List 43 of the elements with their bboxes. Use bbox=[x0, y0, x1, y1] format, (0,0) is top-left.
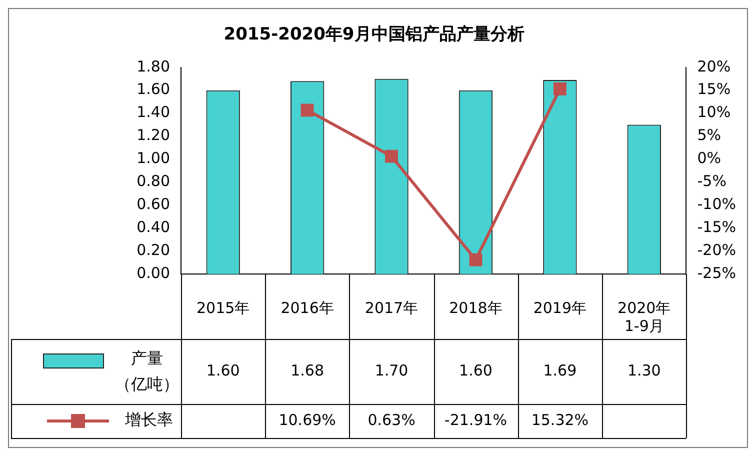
y2-tick-label: -15% bbox=[697, 218, 736, 236]
data-label: 1.70 bbox=[374, 361, 408, 380]
point bbox=[469, 253, 482, 266]
y2-tick-label: -5% bbox=[697, 172, 726, 190]
point bbox=[385, 150, 398, 163]
y-tick-label: 1.20 bbox=[136, 126, 170, 144]
y-tick-label: 0.00 bbox=[136, 264, 170, 282]
y2-tick-label: 20% bbox=[697, 57, 731, 76]
y2-tick-label: -25% bbox=[697, 264, 736, 282]
y-tick-label: 0.20 bbox=[136, 240, 170, 259]
x-tick-label: 2020年 1-9月 bbox=[618, 298, 671, 335]
y-tick-label: 0.40 bbox=[136, 218, 170, 236]
data-label: 1.69 bbox=[543, 361, 577, 380]
chart-title: 2015-2020年9月中国铝产品产量分析 bbox=[224, 24, 524, 45]
x-tick-label: 2019年 bbox=[533, 298, 587, 317]
x-tick-label: 2017年 bbox=[364, 298, 418, 317]
y-tick-label: 0.60 bbox=[136, 195, 170, 214]
y-tick-label: 1.80 bbox=[136, 57, 170, 76]
data-label: 1.68 bbox=[290, 361, 324, 380]
data-label: 15.32% bbox=[531, 410, 589, 429]
y2-tick-label: -20% bbox=[697, 240, 736, 259]
data-label: 10.69% bbox=[278, 410, 336, 429]
y-tick-label: 1.40 bbox=[136, 103, 170, 122]
point bbox=[553, 82, 566, 96]
legend-label: 产量（亿吨） bbox=[115, 348, 179, 394]
data-label: 1.30 bbox=[627, 361, 661, 380]
x-tick-label: 2018年 bbox=[449, 298, 502, 317]
y2-tick-label: 15% bbox=[697, 80, 731, 98]
y-tick-label: 1.60 bbox=[136, 80, 170, 98]
y2-tick-label: 0% bbox=[697, 149, 722, 168]
legend-label: 增长率 bbox=[124, 410, 173, 430]
x-tick-label: 2015年 bbox=[196, 298, 250, 317]
data-label: 1.60 bbox=[206, 361, 240, 380]
y2-tick-label: -10% bbox=[697, 195, 736, 214]
point bbox=[300, 104, 314, 117]
y2-tick-label: 10% bbox=[697, 103, 731, 122]
data-label: -21.91% bbox=[444, 410, 508, 429]
x-tick-label: 2016年 bbox=[280, 298, 334, 317]
y-tick-label: 1.00 bbox=[136, 149, 170, 168]
data-label: 0.63% bbox=[368, 410, 416, 429]
y-tick-label: 0.80 bbox=[136, 172, 170, 190]
data-label: 1.60 bbox=[459, 361, 492, 380]
y2-tick-label: 5% bbox=[697, 126, 722, 144]
